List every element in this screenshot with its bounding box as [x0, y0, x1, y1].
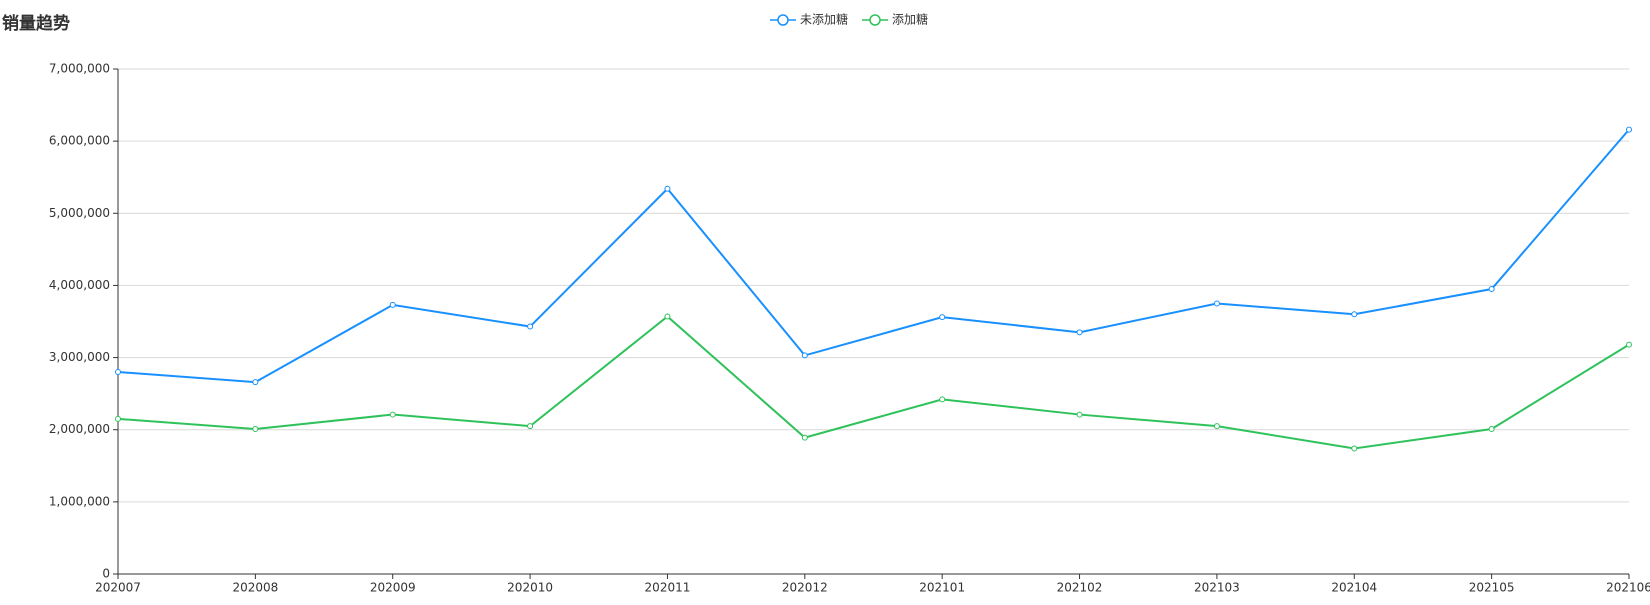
x-tick-label: 202104 [1331, 581, 1377, 595]
x-tick-label: 202008 [232, 581, 278, 595]
point [939, 314, 946, 321]
y-tick-label: 1,000,000 [49, 494, 110, 508]
point [1626, 341, 1632, 348]
point [527, 423, 534, 430]
point [1488, 286, 1495, 293]
point [1076, 329, 1083, 336]
point [1626, 126, 1632, 133]
point [801, 352, 808, 359]
x-tick-label: 202010 [507, 581, 553, 595]
chart-title: 销量趋势 [2, 13, 70, 34]
x-tick-label: 202009 [370, 581, 416, 595]
y-tick-label: 0 [102, 567, 110, 581]
y-tick-label: 4,000,000 [49, 278, 110, 292]
y-tick-label: 3,000,000 [49, 350, 110, 364]
point [389, 411, 396, 418]
point [115, 415, 121, 422]
series-line [117, 315, 1630, 450]
x-tick-label: 202102 [1057, 581, 1103, 595]
legend-item[interactable]: 添加糖 [862, 12, 928, 27]
point [1351, 311, 1358, 318]
point [1076, 411, 1083, 418]
point [1213, 423, 1220, 430]
point [252, 379, 259, 386]
x-tick-label: 202105 [1469, 581, 1515, 595]
point [527, 323, 534, 330]
legend-marker [869, 14, 881, 26]
point [389, 301, 396, 308]
point [939, 396, 946, 403]
x-tick-label: 202007 [95, 581, 141, 595]
series-line [117, 128, 1630, 384]
point [115, 369, 121, 375]
x-tick-label: 202011 [645, 581, 691, 595]
x-tick-label: 202012 [782, 581, 828, 595]
point [252, 425, 259, 432]
point [664, 185, 671, 192]
point [1213, 300, 1220, 307]
y-tick-label: 6,000,000 [49, 134, 110, 148]
legend-item[interactable]: 未添加糖 [770, 12, 848, 27]
x-tick-label: 202101 [919, 581, 965, 595]
legend-label: 未添加糖 [800, 12, 848, 27]
legend-marker [777, 14, 789, 26]
point [1488, 425, 1495, 432]
point [801, 434, 808, 441]
point [664, 313, 671, 320]
point [1351, 445, 1358, 452]
x-tick-label: 202103 [1194, 581, 1240, 595]
y-tick-label: 2,000,000 [49, 422, 110, 436]
y-tick-label: 5,000,000 [49, 206, 110, 220]
y-tick-label: 7,000,000 [49, 62, 110, 76]
x-tick-label: 202106 [1606, 581, 1650, 595]
legend-label: 添加糖 [892, 12, 928, 27]
